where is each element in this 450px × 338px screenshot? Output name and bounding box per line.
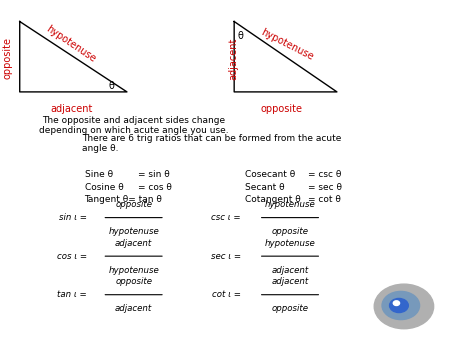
Text: adjacent: adjacent	[115, 304, 152, 313]
Text: hypotenuse: hypotenuse	[265, 200, 315, 209]
Text: There are 6 trig ratios that can be formed from the acute
angle θ.: There are 6 trig ratios that can be form…	[82, 134, 342, 153]
Text: Cosine θ: Cosine θ	[85, 183, 123, 192]
Text: θ: θ	[238, 31, 244, 41]
Text: opposite: opposite	[260, 104, 302, 114]
Text: = cot θ: = cot θ	[308, 195, 341, 204]
Text: adjacent: adjacent	[271, 266, 309, 274]
Text: sin ι =: sin ι =	[59, 213, 87, 222]
Text: hypotenuse: hypotenuse	[265, 239, 315, 248]
Text: Cosecant θ: Cosecant θ	[245, 170, 296, 179]
Text: Sine θ: Sine θ	[85, 170, 112, 179]
Text: opposite: opposite	[271, 227, 309, 236]
Text: Cotangent θ: Cotangent θ	[245, 195, 301, 204]
Text: hypotenuse: hypotenuse	[108, 266, 159, 274]
Text: hypotenuse: hypotenuse	[45, 24, 98, 65]
Text: = cos θ: = cos θ	[138, 183, 172, 192]
Text: hypotenuse: hypotenuse	[259, 27, 315, 62]
Text: opposite: opposite	[115, 200, 152, 209]
Text: = csc θ: = csc θ	[308, 170, 341, 179]
Text: cos ι =: cos ι =	[57, 252, 87, 261]
Text: opposite: opposite	[271, 304, 309, 313]
Text: tan ι =: tan ι =	[57, 290, 87, 299]
Text: sec ι =: sec ι =	[211, 252, 241, 261]
Text: Secant θ: Secant θ	[245, 183, 285, 192]
Text: adjacent: adjacent	[228, 37, 238, 79]
Text: θ: θ	[108, 81, 114, 91]
Text: cot ι =: cot ι =	[212, 290, 241, 299]
Text: opposite: opposite	[115, 277, 152, 286]
Text: adjacent: adjacent	[271, 277, 309, 286]
Text: = sec θ: = sec θ	[308, 183, 342, 192]
Text: csc ι =: csc ι =	[211, 213, 241, 222]
Text: hypotenuse: hypotenuse	[108, 227, 159, 236]
Text: adjacent: adjacent	[50, 104, 92, 114]
Text: opposite: opposite	[3, 38, 13, 79]
Text: adjacent: adjacent	[115, 239, 152, 248]
Text: Tangent θ= tan θ: Tangent θ= tan θ	[85, 195, 162, 204]
Text: = sin θ: = sin θ	[138, 170, 170, 179]
Text: The opposite and adjacent sides change
depending on which acute angle you use.: The opposite and adjacent sides change d…	[39, 116, 229, 136]
